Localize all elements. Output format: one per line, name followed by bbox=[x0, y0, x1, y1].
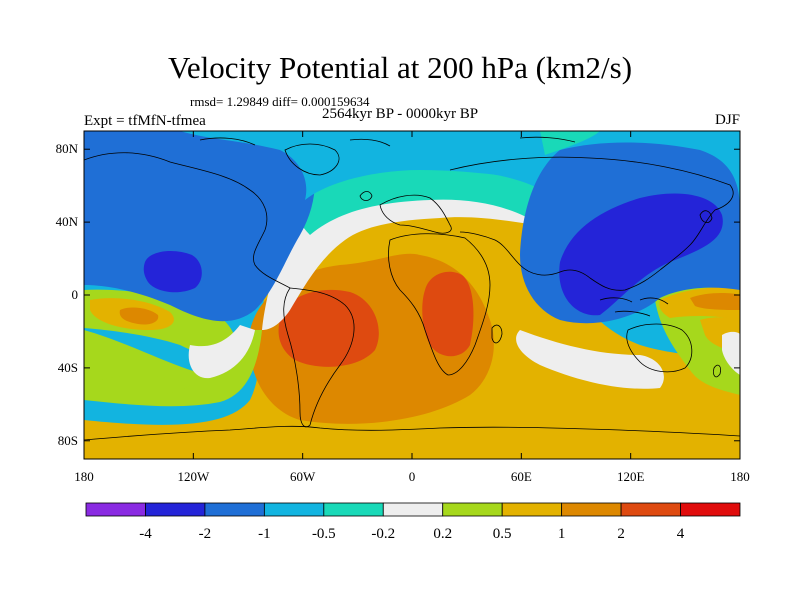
colorbar-label: 4 bbox=[677, 526, 685, 542]
lat-tick-label: 80S bbox=[58, 433, 78, 448]
lon-tick-label: 120E bbox=[617, 469, 645, 484]
red-max-south-america bbox=[278, 289, 379, 367]
lon-tick-label: 60W bbox=[290, 469, 316, 484]
coast-madagascar bbox=[491, 324, 503, 344]
colorbar-label: 2 bbox=[617, 526, 625, 542]
colorbar-swatch bbox=[442, 502, 503, 517]
colorbar-swatch bbox=[561, 502, 622, 517]
green-pocket-south-pacific bbox=[100, 375, 190, 397]
north-atlantic-blue bbox=[180, 131, 544, 200]
coast-antarctica bbox=[84, 425, 740, 441]
neutral-ribbon-indian bbox=[516, 330, 664, 389]
lat-tick-label: 80N bbox=[56, 141, 79, 156]
latitude-axis: 80N 40N 0 40S 80S bbox=[56, 141, 740, 448]
coast-asia bbox=[449, 156, 734, 291]
colorbar-swatch bbox=[620, 502, 681, 517]
period-label: 2564kyr BP - 0000kyr BP bbox=[321, 106, 479, 122]
coastlines bbox=[84, 136, 740, 441]
dark-orange-pocket-pacific bbox=[119, 307, 159, 325]
coast-south-america bbox=[283, 287, 355, 428]
north-atlantic-green-cyan bbox=[290, 169, 550, 235]
colorbar-swatch bbox=[263, 502, 325, 517]
colorbar-label: 1 bbox=[558, 526, 566, 542]
coast-australia bbox=[626, 323, 693, 373]
lon-tick-label: 120W bbox=[177, 469, 210, 484]
north-america-blue bbox=[84, 131, 315, 322]
lon-tick-label: 60E bbox=[511, 469, 532, 484]
coast-africa bbox=[388, 233, 491, 376]
coast-arctic-islands bbox=[199, 136, 576, 147]
season-label: DJF bbox=[714, 112, 740, 128]
colorbar-swatch bbox=[501, 502, 563, 517]
dark-orange-pocket-west-pacific bbox=[690, 293, 740, 310]
experiment-label: Expt = tfMfN-tfmea bbox=[84, 113, 206, 129]
colorbar-label: -2 bbox=[199, 526, 212, 542]
longitude-axis: 180 120W 60W 0 60E 120E 180 bbox=[74, 131, 750, 484]
colorbar-swatch bbox=[85, 502, 146, 517]
lat-tick-label: 40N bbox=[56, 214, 79, 229]
coast-uk-japan bbox=[359, 191, 713, 223]
coast-greenland bbox=[284, 143, 340, 176]
coast-indonesia bbox=[599, 297, 669, 317]
colorbar-label: -0.5 bbox=[312, 526, 336, 542]
lon-tick-label: 180 bbox=[74, 469, 94, 484]
colorbar-swatch bbox=[323, 502, 384, 517]
red-max-africa bbox=[422, 271, 474, 357]
colorbar-swatch bbox=[145, 502, 206, 517]
colorbar-label: 0.2 bbox=[433, 526, 452, 542]
north-america-darkblue bbox=[143, 250, 202, 293]
colorbar-label: 0.5 bbox=[493, 526, 512, 542]
lat-tick-label: 40S bbox=[58, 360, 78, 375]
arctic-green bbox=[540, 131, 600, 155]
colorbar-label: -0.2 bbox=[371, 526, 395, 542]
coast-europe bbox=[379, 194, 452, 234]
colorbar: -4 -2 -1 -0.5 -0.2 0.2 0.5 1 2 4 bbox=[85, 502, 741, 542]
colorbar-swatch bbox=[204, 502, 265, 517]
coast-new-zealand bbox=[713, 364, 721, 378]
lon-tick-label: 0 bbox=[409, 469, 416, 484]
plot-title: Velocity Potential at 200 hPa (km2/s) bbox=[167, 50, 633, 85]
colorbar-label: -1 bbox=[258, 526, 271, 542]
neutral-ribbon-east bbox=[722, 331, 740, 375]
colorbar-swatch bbox=[680, 502, 741, 517]
contour-field bbox=[84, 131, 740, 459]
colorbar-label: -4 bbox=[139, 526, 152, 542]
neutral-ribbon-atlantic bbox=[262, 184, 540, 330]
lon-tick-label: 180 bbox=[730, 469, 750, 484]
neutral-ribbon-southern bbox=[188, 325, 255, 379]
coast-north-america bbox=[84, 152, 291, 289]
stats-label: rmsd= 1.29849 diff= 0.000159634 bbox=[190, 94, 370, 109]
colorbar-swatch bbox=[382, 502, 444, 517]
lat-tick-label: 0 bbox=[72, 287, 79, 302]
